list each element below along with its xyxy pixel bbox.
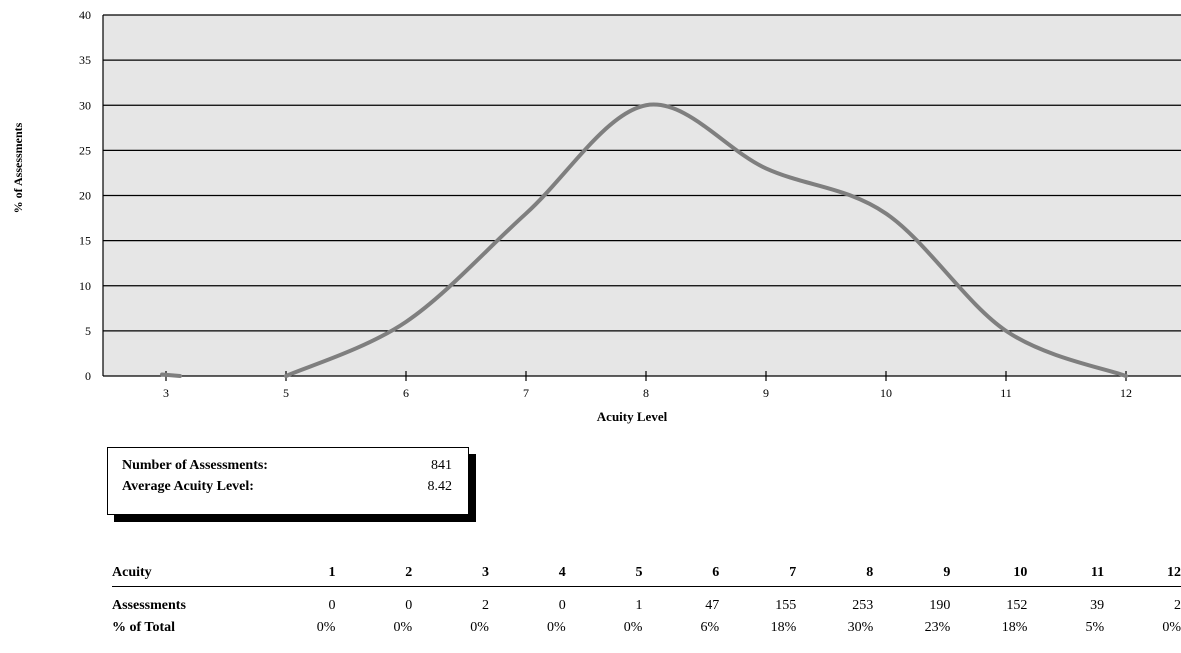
x-tick-label: 3 — [163, 386, 169, 400]
table-cell: 47 — [705, 598, 720, 613]
assessments-count-row: Number of Assessments: 841 — [122, 458, 452, 474]
y-axis-title: % of Assessments — [11, 122, 25, 213]
table-cell: 5% — [1085, 620, 1105, 635]
y-tick-label: 5 — [85, 324, 91, 338]
table-cell: 0% — [623, 620, 643, 635]
table-header-cell: 1 — [258, 562, 336, 587]
table-header-cell: 10 — [950, 562, 1028, 587]
y-tick-label: 25 — [79, 143, 91, 157]
table-cell: 0% — [316, 620, 336, 635]
x-tick-label: 12 — [1120, 386, 1132, 400]
table-header-row: Acuity 1 2 3 4 5 6 7 8 9 10 11 12 — [112, 562, 1181, 587]
x-tick-label: 9 — [763, 386, 769, 400]
x-tick-label: 11 — [1000, 386, 1012, 400]
y-tick-label: 40 — [79, 8, 91, 22]
table-cell: 0% — [547, 620, 566, 635]
y-tick-label: 20 — [79, 189, 91, 203]
table-cell: 18% — [770, 620, 797, 635]
table-row: % of Total 0% 0% 0% 0% 0% 6% 18% 30% 23%… — [112, 617, 1181, 639]
table-header-cell: 12 — [1104, 562, 1181, 587]
y-tick-label: 35 — [79, 53, 91, 67]
x-tick-label: 6 — [403, 386, 409, 400]
table-cell: 190 — [929, 598, 951, 613]
y-tick-label: 30 — [79, 98, 91, 112]
table-header-cell: 8 — [796, 562, 874, 587]
average-acuity-value: 8.42 — [427, 479, 453, 494]
x-tick-label: 8 — [643, 386, 649, 400]
table-header-cell: 6 — [642, 562, 720, 587]
assessments-count-label: Number of Assessments: — [122, 458, 268, 473]
table-cell: 2 — [481, 598, 489, 613]
average-acuity-label: Average Acuity Level: — [122, 479, 254, 494]
table-cell: 0% — [470, 620, 489, 635]
acuity-distribution-table: Acuity 1 2 3 4 5 6 7 8 9 10 11 12 Assess… — [112, 562, 1181, 639]
table-cell: 155 — [775, 598, 797, 613]
x-axis-title: Acuity Level — [597, 409, 668, 424]
data-series — [160, 102, 1128, 378]
table-cell: 6% — [700, 620, 720, 635]
table-header-label: Acuity — [112, 562, 259, 587]
table-cell: 152 — [1006, 598, 1028, 613]
table-header-cell: 11 — [1027, 562, 1105, 587]
table-header-cell: 4 — [488, 562, 566, 587]
table-header-cell: 9 — [873, 562, 951, 587]
table-cell: 0 — [328, 598, 336, 613]
table-cell: 0 — [405, 598, 413, 613]
series-line-segment-1 — [160, 372, 182, 378]
row-label: % of Total — [112, 620, 176, 635]
table-cell: 30% — [847, 620, 874, 635]
x-tick-label: 7 — [523, 386, 529, 400]
table-cell: 1 — [635, 598, 643, 613]
table-header-cell: 3 — [412, 562, 489, 587]
table-cell: 18% — [1001, 620, 1028, 635]
y-tick-label: 15 — [79, 234, 91, 248]
table-cell: 0 — [558, 598, 566, 613]
series-line-segment-2 — [284, 102, 1128, 378]
table-header-cell: 5 — [565, 562, 643, 587]
table-header-cell: 2 — [335, 562, 413, 587]
assessments-count-value: 841 — [431, 458, 452, 473]
x-axis-ticks: 3 5 6 7 8 9 10 11 12 — [163, 371, 1132, 400]
x-tick-label: 10 — [880, 386, 892, 400]
row-label: Assessments — [112, 598, 186, 613]
table-cell: 2 — [1174, 598, 1181, 613]
x-tick-label: 5 — [283, 386, 289, 400]
table-cell: 23% — [924, 620, 951, 635]
table-cell: 0% — [1162, 620, 1181, 635]
y-axis-tick-labels: 0 5 10 15 20 25 30 35 40 — [79, 8, 91, 383]
y-tick-label: 10 — [79, 279, 91, 293]
summary-box: Number of Assessments: 841 Average Acuit… — [107, 447, 469, 515]
gridlines — [102, 14, 1181, 377]
table-cell: 39 — [1090, 598, 1105, 613]
table-cell: 253 — [852, 598, 874, 613]
average-acuity-row: Average Acuity Level: 8.42 — [122, 479, 452, 495]
table-cell: 0% — [393, 620, 413, 635]
table-row: Assessments 0 0 2 0 1 47 155 253 190 152… — [112, 595, 1181, 617]
table-header-cell: 7 — [719, 562, 797, 587]
y-tick-label: 0 — [85, 369, 91, 383]
